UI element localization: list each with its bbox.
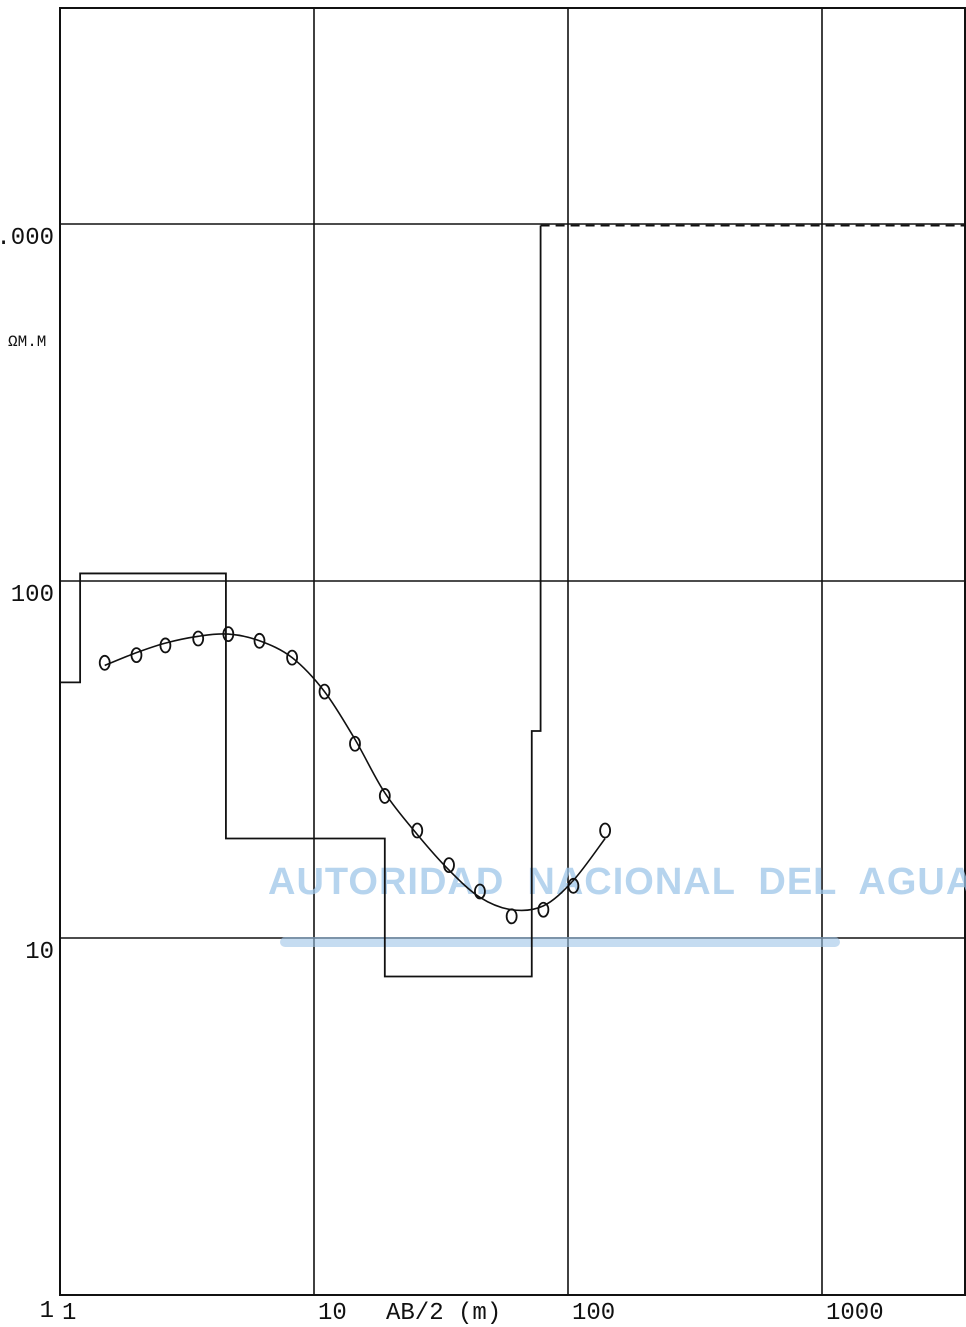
y-tick-label: 10 (25, 939, 54, 966)
x-tick-label: 1 (62, 1300, 76, 1327)
data-point (286, 649, 299, 666)
calculated-curve-line (104, 633, 606, 912)
layer-model-line (60, 225, 542, 978)
axis-labels: ΩM.M AB/2 (m) (8, 333, 501, 1327)
y-tick-label: 100 (11, 582, 54, 609)
field-points (98, 626, 612, 925)
data-point (378, 788, 391, 804)
data-point (349, 735, 361, 752)
grid (59, 7, 966, 1296)
data-point (474, 883, 486, 900)
data-point (98, 654, 111, 671)
x-tick-label: 10 (318, 1300, 347, 1327)
calculated-curve (104, 633, 606, 912)
watermark-text: AUTORIDAD NACIONAL DEL AGUA (268, 861, 966, 903)
data-point (318, 683, 331, 700)
data-point (505, 908, 518, 925)
data-point (567, 877, 580, 894)
data-point (159, 637, 172, 654)
tick-labels: 1 10 100 1000 1 10 100 .000 (0, 225, 884, 1327)
watermark: AUTORIDAD NACIONAL DEL AGUA (268, 861, 966, 947)
data-point (130, 647, 143, 664)
data-point (222, 626, 235, 643)
y-tick-label: 1 (40, 1298, 54, 1325)
watermark-bar (280, 937, 840, 947)
x-tick-label: 100 (572, 1300, 615, 1327)
data-point (253, 632, 266, 649)
data-point (192, 630, 205, 647)
data-point (599, 822, 612, 839)
data-point (411, 822, 424, 839)
plot-frame (59, 7, 966, 1296)
x-tick-label: 1000 (826, 1300, 884, 1327)
y-axis-label: ΩM.M (8, 333, 46, 351)
data-point (537, 901, 550, 918)
data-point (443, 857, 455, 874)
layer-model (60, 224, 966, 978)
x-axis-label: AB/2 (m) (386, 1300, 501, 1327)
y-tick-label: .000 (0, 225, 54, 252)
